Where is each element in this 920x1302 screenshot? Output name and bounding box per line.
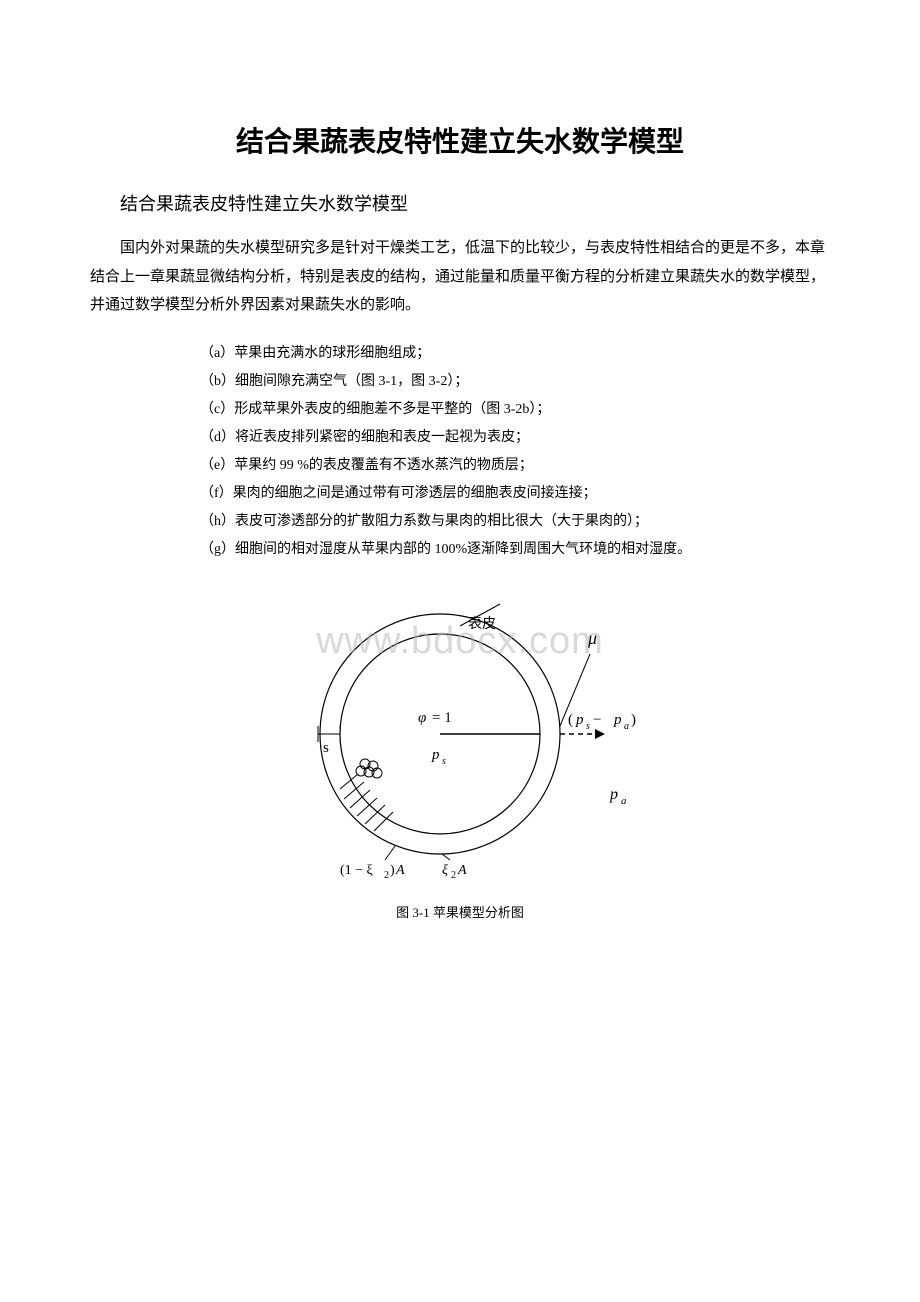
- intro-paragraph: 国内外对果蔬的失水模型研究多是针对干燥类工艺，低温下的比较少，与表皮特性相结合的…: [90, 234, 830, 320]
- svg-text:A: A: [457, 863, 467, 878]
- list-item: （b）细胞间隙充满空气（图 3-1，图 3-2）；: [200, 368, 830, 396]
- label-mu: μ: [587, 628, 597, 648]
- list-item: （e）苹果约 99 %的表皮覆盖有不透水蒸汽的物质层；: [200, 452, 830, 480]
- svg-text:2: 2: [451, 870, 456, 881]
- svg-text:s: s: [586, 721, 590, 732]
- svg-text:a: a: [624, 721, 629, 732]
- svg-text:): ): [390, 863, 395, 878]
- figure-container: 表皮 μ s φ = 1 p s: [90, 574, 830, 921]
- svg-text:p: p: [575, 712, 584, 728]
- list-item: （f）果肉的细胞之间是通过带有可渗透层的细胞表皮间接连接；: [200, 480, 830, 508]
- list-item: （d）将近表皮排列紧密的细胞和表皮一起视为表皮；: [200, 424, 830, 452]
- svg-text:A: A: [395, 863, 405, 878]
- svg-text:p: p: [613, 712, 622, 728]
- figure-caption: 图 3-1 苹果模型分析图: [90, 902, 830, 921]
- svg-text:s: s: [442, 756, 446, 767]
- svg-text:−: −: [593, 712, 601, 728]
- svg-text:): ): [631, 712, 636, 728]
- page-title: 结合果蔬表皮特性建立失水数学模型: [90, 120, 830, 160]
- list-item: （c）形成苹果外表皮的细胞差不多是平整的（图 3-2b）；: [200, 396, 830, 424]
- svg-text:= 1: = 1: [432, 710, 452, 726]
- label-pressure-diff: (: [568, 712, 573, 728]
- list-item: （a）苹果由充满水的球形细胞组成；: [200, 340, 830, 368]
- label-right-area: ξ: [442, 863, 448, 878]
- label-s: s: [323, 740, 329, 756]
- label-pa: p: [609, 786, 618, 803]
- list-item: （g）细胞间的相对湿度从苹果内部的 100%逐渐降到周围大气环境的相对湿度。: [200, 536, 830, 564]
- subtitle: 结合果蔬表皮特性建立失水数学模型: [120, 190, 830, 216]
- label-skin: 表皮: [468, 616, 496, 632]
- list-item: （h）表皮可渗透部分的扩散阻力系数与果肉的相比很大（大于果肉的）；: [200, 508, 830, 536]
- label-left-area: (1 − ξ: [340, 863, 373, 878]
- label-phi: φ: [418, 710, 426, 726]
- label-ps: p: [431, 747, 440, 763]
- svg-text:a: a: [621, 795, 627, 807]
- svg-text:2: 2: [384, 870, 389, 881]
- cell-cluster: [356, 759, 382, 778]
- apple-model-diagram: 表皮 μ s φ = 1 p s: [210, 574, 710, 894]
